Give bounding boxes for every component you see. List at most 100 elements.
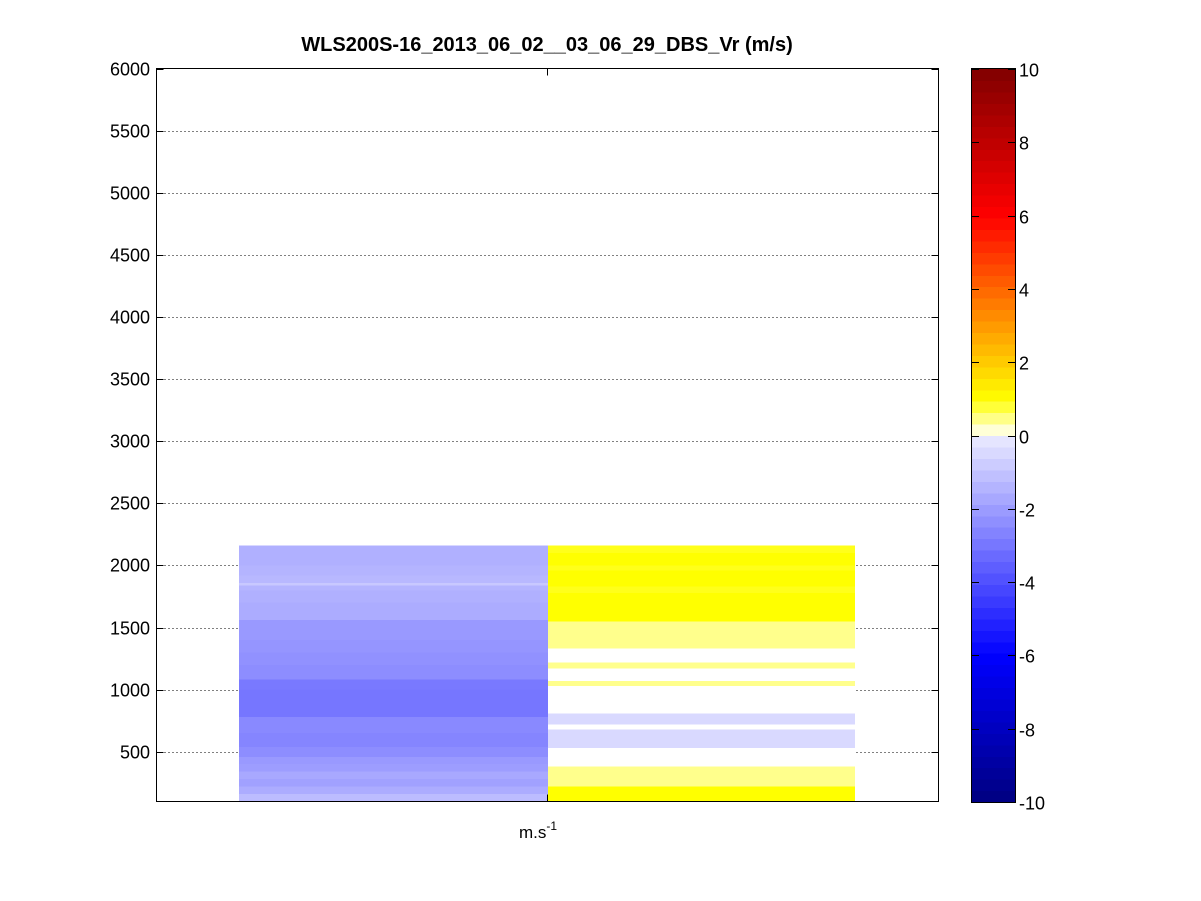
y-tick-label: 3500 xyxy=(110,370,150,390)
colorbar-band xyxy=(972,366,1015,379)
colorbar-band xyxy=(972,527,1015,540)
y-axis-ticks: 500 1000 1500 2000 2500 3000 3500 4000 4500 5000 5… xyxy=(110,60,939,802)
plot-area: 500 1000 1500 2000 2500 3000 3500 4000 4500 5000 5… xyxy=(110,60,939,802)
colorbar-tick-label: 6 xyxy=(1019,208,1029,228)
heatmap-cell xyxy=(548,545,855,554)
colorbar-tick-label: -2 xyxy=(1019,501,1035,521)
heatmap-cell xyxy=(239,786,548,795)
heatmap-cell xyxy=(239,620,548,640)
colorbar-band xyxy=(972,206,1015,219)
heatmap-cell xyxy=(239,756,548,765)
colorbar-band xyxy=(972,744,1015,757)
colorbar-band xyxy=(972,114,1015,127)
colorbar-band xyxy=(972,229,1015,242)
heatmap-cell xyxy=(548,713,855,725)
colorbar-band xyxy=(972,412,1015,425)
heatmap-cell xyxy=(239,733,548,747)
colorbar-band xyxy=(972,710,1015,723)
colorbar-band xyxy=(972,504,1015,517)
heatmap-cell xyxy=(239,590,548,603)
colorbar-tick-label: 0 xyxy=(1019,428,1029,448)
colorbar-bands xyxy=(972,69,1015,803)
heatmap-cell xyxy=(239,585,548,591)
colorbar-band xyxy=(972,126,1015,139)
colorbar-band xyxy=(972,641,1015,654)
heatmap-cell xyxy=(239,545,548,566)
colorbar-tick-label: -10 xyxy=(1019,794,1045,814)
colorbar-band xyxy=(972,80,1015,93)
colorbar-tick-label: 4 xyxy=(1019,281,1029,301)
heatmap-cell xyxy=(548,565,855,571)
heatmap-cell xyxy=(548,648,855,663)
colorbar-band xyxy=(972,595,1015,608)
colorbar-tick-label: 10 xyxy=(1019,61,1039,81)
colorbar-band xyxy=(972,664,1015,677)
colorbar-band xyxy=(972,172,1015,185)
heatmap-cell xyxy=(548,748,855,767)
colorbar-band xyxy=(972,469,1015,482)
heatmap-cell xyxy=(239,689,548,718)
colorbar-band xyxy=(972,69,1015,82)
colorbar-band xyxy=(972,630,1015,643)
colorbar-band xyxy=(972,435,1015,448)
colorbar-band xyxy=(972,676,1015,689)
colorbar-tick-label: 2 xyxy=(1019,354,1029,374)
colorbar-band xyxy=(972,756,1015,769)
heatmap-cell xyxy=(239,575,548,583)
y-tick-label: 5500 xyxy=(110,122,150,142)
colorbar-band xyxy=(972,458,1015,471)
y-tick-label: 1000 xyxy=(110,681,150,701)
colorbar-band xyxy=(972,401,1015,414)
colorbar-band xyxy=(972,653,1015,666)
colorbar-band xyxy=(972,492,1015,505)
heatmap-cell xyxy=(239,602,548,621)
colorbar-band xyxy=(972,481,1015,494)
y-tick-label: 500 xyxy=(120,743,150,763)
colorbar-band xyxy=(972,767,1015,780)
heatmap-cell xyxy=(239,764,548,772)
x-axis-label: m.s-1 xyxy=(519,819,557,842)
colorbar-band xyxy=(972,355,1015,368)
y-tick-label: 2500 xyxy=(110,494,150,514)
y-tick-label: 1500 xyxy=(110,619,150,639)
colorbar-band xyxy=(972,160,1015,173)
heatmap-cell xyxy=(239,582,548,586)
colorbar-band xyxy=(972,515,1015,528)
colorbar-band xyxy=(972,320,1015,334)
colorbar-band xyxy=(972,733,1015,746)
colorbar-band xyxy=(972,91,1015,104)
heatmap-cell xyxy=(548,570,855,587)
x-axis-label-superscript: -1 xyxy=(546,819,557,833)
colorbar-tick-label: -4 xyxy=(1019,574,1035,594)
heatmap-cell xyxy=(548,724,855,730)
colorbar-ticks: 10 8 6 4 2 0 -2 -4 -6 -8 -10 xyxy=(971,61,1045,814)
colorbar-band xyxy=(972,424,1015,437)
colorbar-band xyxy=(972,687,1015,700)
colorbar-band xyxy=(972,332,1015,345)
colorbar-band xyxy=(972,137,1015,150)
colorbar-band xyxy=(972,217,1015,230)
colorbar-band xyxy=(972,263,1015,276)
colorbar-band xyxy=(972,446,1015,460)
colorbar-band xyxy=(972,378,1015,391)
colorbar-band xyxy=(972,240,1015,253)
colorbar-band xyxy=(972,779,1015,792)
heatmap-cell xyxy=(548,592,855,622)
colorbar-band xyxy=(972,584,1015,597)
colorbar-band xyxy=(972,286,1015,299)
heatmap-cell xyxy=(548,621,855,649)
colorbar-band xyxy=(972,618,1015,631)
y-tick-label: 4000 xyxy=(110,308,150,328)
heatmap-cells xyxy=(239,545,855,802)
colorbar: 10 8 6 4 2 0 -2 -4 -6 -8 -10 xyxy=(971,61,1045,814)
colorbar-band xyxy=(972,572,1015,585)
y-tick-label: 2000 xyxy=(110,556,150,576)
y-tick-label: 6000 xyxy=(110,60,150,80)
colorbar-tick-label: -6 xyxy=(1019,647,1035,667)
colorbar-band xyxy=(972,298,1015,311)
heatmap-cell xyxy=(548,586,855,593)
heatmap-cell xyxy=(239,771,548,780)
colorbar-band xyxy=(972,103,1015,116)
y-tick-label: 5000 xyxy=(110,184,150,204)
